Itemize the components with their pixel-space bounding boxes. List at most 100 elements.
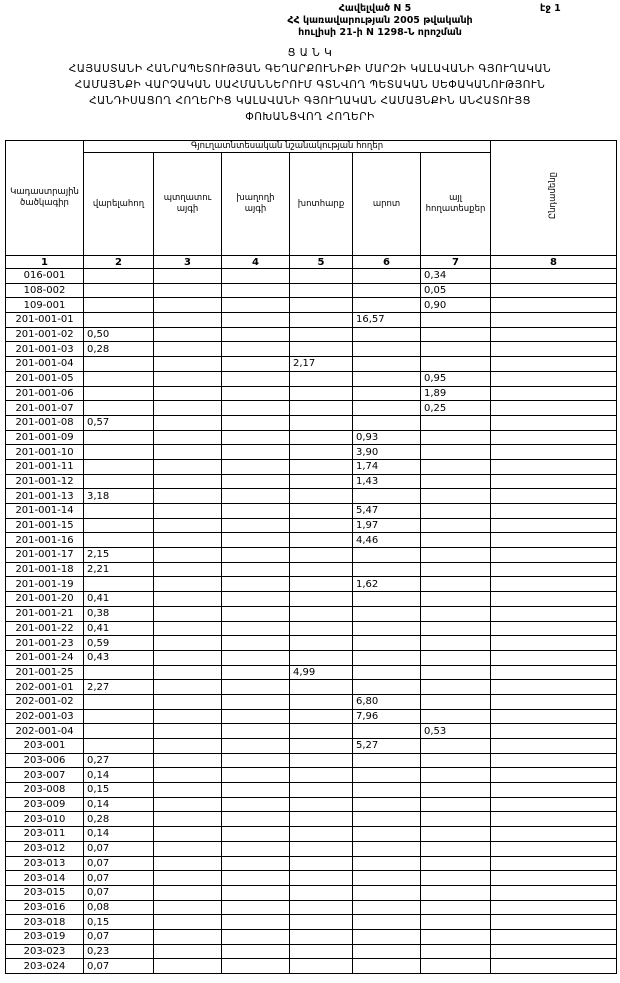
- value-cell: [289, 943, 353, 960]
- value-cell: [490, 958, 618, 974]
- value-cell: [289, 297, 353, 314]
- value-cell: 0,43: [83, 649, 154, 666]
- value-cell: [490, 473, 618, 490]
- value-cell: [490, 429, 618, 446]
- value-cell: 0,59: [83, 635, 154, 651]
- value-cell: [83, 708, 154, 725]
- row: 203-015 0,07: [5, 884, 618, 901]
- value-cell: [289, 326, 353, 343]
- row: 201-001-16 4,46: [5, 532, 618, 549]
- value-cell: [490, 458, 618, 475]
- value-cell: [153, 532, 222, 549]
- value-cell: [221, 268, 290, 284]
- code-cell: 203-010: [5, 811, 84, 828]
- code-cell: 203-013: [5, 855, 84, 872]
- value-cell: [83, 473, 154, 490]
- value-cell: [153, 458, 222, 475]
- row: 203-008 0,15: [5, 782, 618, 798]
- value-cell: [490, 767, 618, 784]
- value-cell: [153, 708, 222, 725]
- value-cell: [289, 738, 353, 754]
- value-cell: 0,08: [83, 899, 154, 916]
- value-cell: [490, 268, 618, 284]
- value-cell: [221, 458, 290, 475]
- value-cell: [490, 928, 618, 945]
- row: 203-023 0,23: [5, 943, 618, 960]
- value-cell: [289, 708, 353, 725]
- value-cell: [352, 561, 421, 578]
- value-cell: [153, 782, 222, 798]
- value-cell: [153, 796, 222, 813]
- value-cell: [83, 282, 154, 299]
- value-cell: [419, 884, 492, 901]
- value-cell: [419, 811, 492, 828]
- row: 201-001-03 0,28: [5, 341, 618, 358]
- value-cell: [153, 767, 222, 784]
- value-cell: [221, 914, 290, 930]
- value-cell: [419, 826, 492, 842]
- code-cell: 203-015: [5, 884, 84, 901]
- value-cell: [490, 576, 618, 593]
- value-cell: [289, 796, 353, 813]
- value-cell: 0,14: [83, 767, 154, 784]
- value-cell: [419, 899, 492, 916]
- value-cell: [153, 561, 222, 578]
- value-cell: [289, 385, 353, 402]
- value-cell: 1,62: [352, 576, 421, 593]
- value-cell: [153, 914, 222, 930]
- value-cell: [289, 649, 353, 666]
- value-cell: [352, 767, 421, 784]
- value-cell: [490, 620, 618, 637]
- value-cell: [221, 532, 290, 549]
- code-cell: 201-001-08: [5, 414, 84, 431]
- value-cell: [221, 708, 290, 725]
- code-cell: 201-001-23: [5, 635, 84, 651]
- row: 201-001-15 1,97: [5, 517, 618, 534]
- value-cell: [83, 385, 154, 402]
- row: 201-001-24 0,43: [5, 649, 618, 666]
- value-cell: [352, 620, 421, 637]
- value-cell: [221, 370, 290, 387]
- column-number: 4: [221, 255, 290, 269]
- column-number: 5: [289, 255, 353, 269]
- row: 201-001-19 1,62: [5, 576, 618, 593]
- code-cell: 201-001-01: [5, 312, 84, 328]
- code-cell: 201-001-04: [5, 356, 84, 372]
- value-cell: [490, 547, 618, 563]
- value-cell: [352, 326, 421, 343]
- value-cell: [419, 458, 492, 475]
- value-cell: [153, 605, 222, 622]
- value-cell: 0,25: [419, 400, 492, 416]
- value-cell: [289, 693, 353, 710]
- value-cell: [153, 635, 222, 651]
- code-cell: 202-001-02: [5, 693, 84, 710]
- value-cell: [352, 488, 421, 504]
- value-cell: [289, 782, 353, 798]
- value-cell: 4,99: [289, 664, 353, 681]
- code-cell: 203-011: [5, 826, 84, 842]
- value-cell: [490, 708, 618, 725]
- value-cell: [419, 576, 492, 593]
- row: 201-001-22 0,41: [5, 620, 618, 637]
- value-cell: [221, 679, 290, 695]
- value-cell: [153, 282, 222, 299]
- code-cell: 202-001-04: [5, 723, 84, 739]
- value-cell: [419, 444, 492, 460]
- value-cell: [352, 341, 421, 358]
- column-number: 6: [352, 255, 421, 269]
- value-cell: [419, 429, 492, 446]
- title-line: ՀԱՆԴԻՍԱՑՈՂ ՀՈՂԵՐԻՑ ԿԱԼԱՎԱՆԻ ԳՅՈՒՂԱԿԱՆ ՀԱ…: [89, 95, 531, 107]
- value-cell: [153, 738, 222, 754]
- code-cell: 201-001-12: [5, 473, 84, 490]
- value-cell: [419, 356, 492, 372]
- value-cell: [490, 400, 618, 416]
- value-cell: [153, 503, 222, 519]
- code-cell: 201-001-17: [5, 547, 84, 563]
- value-cell: [221, 928, 290, 945]
- value-cell: [153, 679, 222, 695]
- value-cell: [153, 385, 222, 402]
- column-header: այլ հողատեսքեր: [419, 152, 492, 256]
- row: 203-013 0,07: [5, 855, 618, 872]
- value-cell: [419, 708, 492, 725]
- value-cell: [153, 723, 222, 739]
